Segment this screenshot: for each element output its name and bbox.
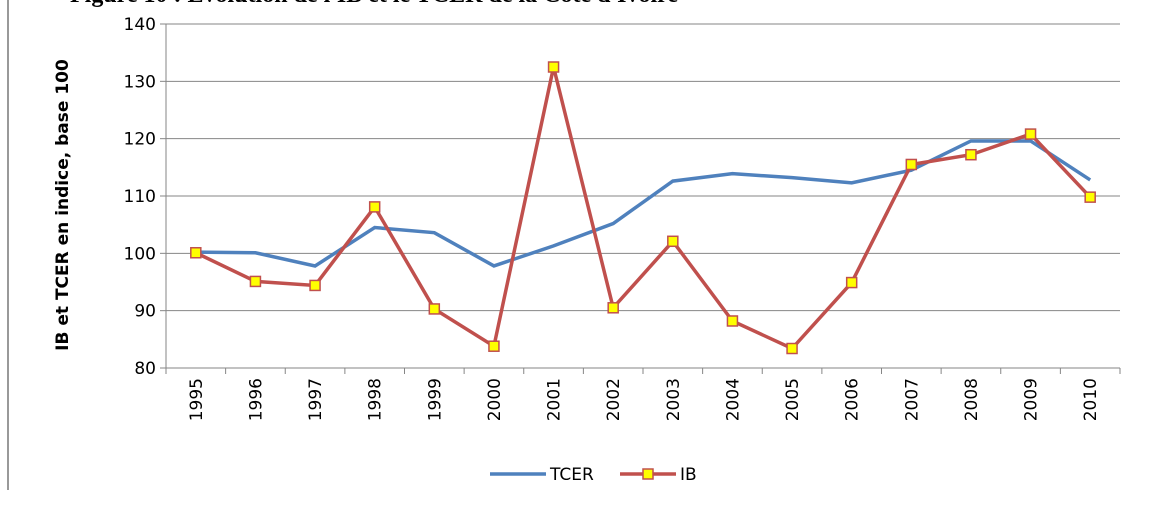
marker [845,276,858,289]
chart-title: Figure 10 : Evolution de l'IB et le TCER… [70,0,678,8]
y-tick-label: 100 [124,244,156,264]
marker [190,247,202,259]
legend-marker [642,468,654,480]
x-tick-label: 2007 [902,378,922,421]
marker [726,315,739,327]
x-tick-label: 2008 [962,378,982,421]
marker [547,61,560,73]
x-tick-label: 1997 [306,378,326,421]
marker [1084,191,1096,203]
marker [249,275,262,288]
x-tick-label: 2001 [545,378,565,421]
x-tick-label: 2006 [843,378,863,421]
marker [309,279,321,292]
marker [368,201,381,213]
series-line [195,66,1092,351]
series-line [195,139,1092,268]
x-tick-label: 2000 [485,378,505,421]
marker [607,302,619,314]
y-tick-label: 110 [124,187,156,207]
x-tick-label: 1999 [425,378,445,421]
marker [428,303,441,315]
x-tick-label: 1995 [187,378,207,421]
x-tick-label: 2002 [604,378,624,421]
marker [965,148,977,161]
x-tick-label: 2005 [783,378,803,421]
marker [1024,128,1037,140]
marker [488,340,500,352]
y-tick-label: 120 [124,130,156,150]
x-tick-label: 2009 [1022,378,1042,421]
x-tick-label: 2004 [723,378,743,421]
x-tick-label: 1998 [366,378,386,421]
marker [905,158,918,171]
y-tick-label: 130 [124,72,156,92]
x-tick-label: 2003 [664,378,684,421]
marker [786,342,798,355]
legend-label: TCER [549,465,594,485]
y-tick-label: 140 [124,15,156,35]
x-tick-label: 1996 [246,378,266,421]
y-axis-label: IB et TCER en indice, base 100 [53,59,73,351]
y-tick-label: 80 [134,359,156,379]
legend-label: IB [680,465,697,485]
x-tick-label: 2010 [1081,378,1101,421]
marker [667,235,679,248]
y-tick-label: 90 [134,302,156,322]
